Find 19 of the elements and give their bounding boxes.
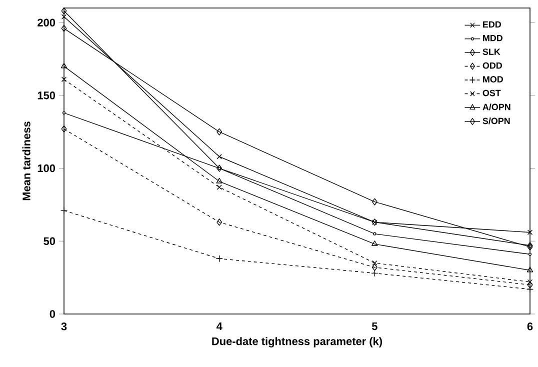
x-tick-label: 4: [216, 322, 222, 330]
legend-label: SLK: [482, 48, 500, 55]
y-tick-label: 50: [44, 237, 56, 246]
legend-label: OST: [482, 90, 501, 96]
legend-label: A/OPN: [482, 104, 510, 110]
y-tick-label: 0: [50, 310, 56, 318]
x-tick-label: 3: [61, 322, 67, 330]
x-axis-title: Due-date tightness parameter (k): [212, 337, 382, 348]
y-tick-label: 100: [38, 164, 56, 172]
x-tick-label: 5: [372, 322, 378, 330]
legend-label: ODD: [482, 62, 502, 69]
legend-label: EDD: [483, 21, 501, 28]
legend-label: MOD: [483, 76, 503, 82]
y-tick-label: 200: [38, 18, 56, 26]
y-tick-label: 150: [38, 92, 56, 100]
legend-label: S/OPN: [482, 118, 510, 124]
x-tick-label: 6: [527, 322, 533, 330]
y-axis-title: Mean tardiness: [22, 122, 30, 200]
legend-label: MDD: [483, 35, 502, 42]
